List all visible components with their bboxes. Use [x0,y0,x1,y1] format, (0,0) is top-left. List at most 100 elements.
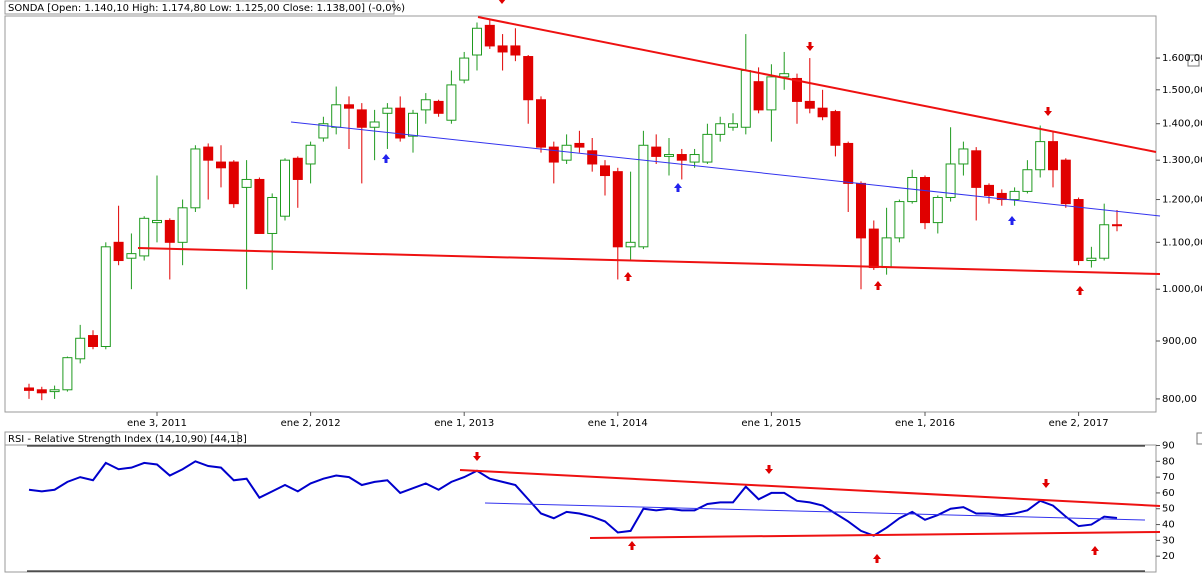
candle-body [356,109,367,128]
candle-body [203,146,214,161]
candle-body [420,99,431,111]
candle-body [984,184,994,196]
candle-body [600,165,610,177]
candle-body [75,337,86,360]
candle-body [958,148,969,165]
y-tick-label: 1.000,00 [1162,284,1202,295]
candle-body [113,241,124,262]
panel-button[interactable] [1187,54,1200,67]
candle-body [574,142,585,148]
candle-body [536,99,546,148]
y-tick-label: 40 [1162,520,1175,531]
candle-body [548,146,559,163]
candle-body [510,45,521,56]
x-tick-label: ene 1, 2016 [895,418,955,429]
candle-body [152,219,162,224]
candle-body [779,73,790,78]
candle-body [369,121,380,128]
candle-body [484,24,495,47]
rsi-line [28,460,1118,537]
candle-body [1060,159,1071,205]
candle-body [523,56,534,101]
candle-body [472,27,482,56]
y-tick-label: 70 [1162,472,1175,483]
y-tick-label: 1.100,00 [1162,237,1202,248]
trend-line [459,469,1161,507]
candle-body [728,123,738,128]
candle-body [1073,199,1084,262]
candle-body [664,154,674,157]
candle-body [715,123,726,135]
candle-body [382,107,393,114]
candle-body [241,178,252,188]
candle-body [1086,257,1097,262]
candle-body [305,144,316,165]
candle-body [254,178,265,234]
candle-body [433,100,444,114]
candle-body [88,335,98,347]
candle-body [1022,169,1033,192]
candle-body [894,201,905,239]
candle-body [216,161,226,169]
candle-body [804,100,815,109]
candle-body [689,154,700,163]
y-tick-label: 80 [1162,456,1175,467]
candle-body [497,45,508,53]
x-tick-label: ene 1, 2014 [588,418,648,429]
candle-body [228,161,239,205]
y-tick-label: 20 [1162,551,1175,562]
candle-body [177,207,188,243]
y-tick-label: 800,00 [1162,394,1197,405]
trend-line [589,531,1161,539]
y-tick-label: 900,00 [1162,336,1197,347]
candle-body [62,357,73,391]
candle-body [1009,190,1020,201]
sell-arrow [498,0,506,4]
y-tick-label: 1.400,00 [1162,119,1202,130]
candle-body [164,219,175,243]
candle-body [24,387,34,391]
candle-body [36,389,47,394]
x-tick-label: ene 1, 2013 [434,418,494,429]
candle-body [344,104,354,109]
candle-body [49,389,60,393]
y-tick-label: 90 [1162,440,1175,451]
candle-body [1099,224,1110,259]
candle-body [587,150,598,165]
candle-body [932,196,943,224]
y-tick-label: 50 [1162,504,1175,515]
candle-body [459,57,470,81]
panel-button[interactable] [1196,432,1202,445]
x-tick-label: ene 1, 2015 [741,418,801,429]
trend-line [484,502,1146,521]
candle-body [100,246,111,347]
candle-body [843,142,854,184]
candle-body [625,241,636,248]
candle-body [612,171,623,248]
candle-body [408,112,418,137]
x-tick-label: ene 3, 2011 [127,418,187,429]
candle-body [881,237,892,269]
y-tick-label: 60 [1162,488,1175,499]
trend-line [290,121,1161,217]
candle-body [331,104,342,128]
candle-body [139,217,150,257]
candle-body [868,228,879,269]
trend-line [477,16,1157,153]
candle-body [740,70,751,128]
price-panel [4,15,1157,413]
candle-body [766,76,777,111]
candle-body [126,253,137,259]
candle-body [1048,141,1058,171]
candle-body [280,159,290,217]
x-tick-label: ene 2, 2012 [281,418,341,429]
candle-body [267,196,278,234]
rsi-plot: 20 30 40 50 60 70 80 90 [28,440,1175,562]
candle-body [446,84,457,121]
y-tick-label: 1.600,00 [1162,53,1202,64]
y-tick-label: 1.300,00 [1162,155,1202,166]
rsi-title: RSI - Relative Strength Index (14,10,90)… [8,434,247,445]
candle-body [792,77,802,102]
